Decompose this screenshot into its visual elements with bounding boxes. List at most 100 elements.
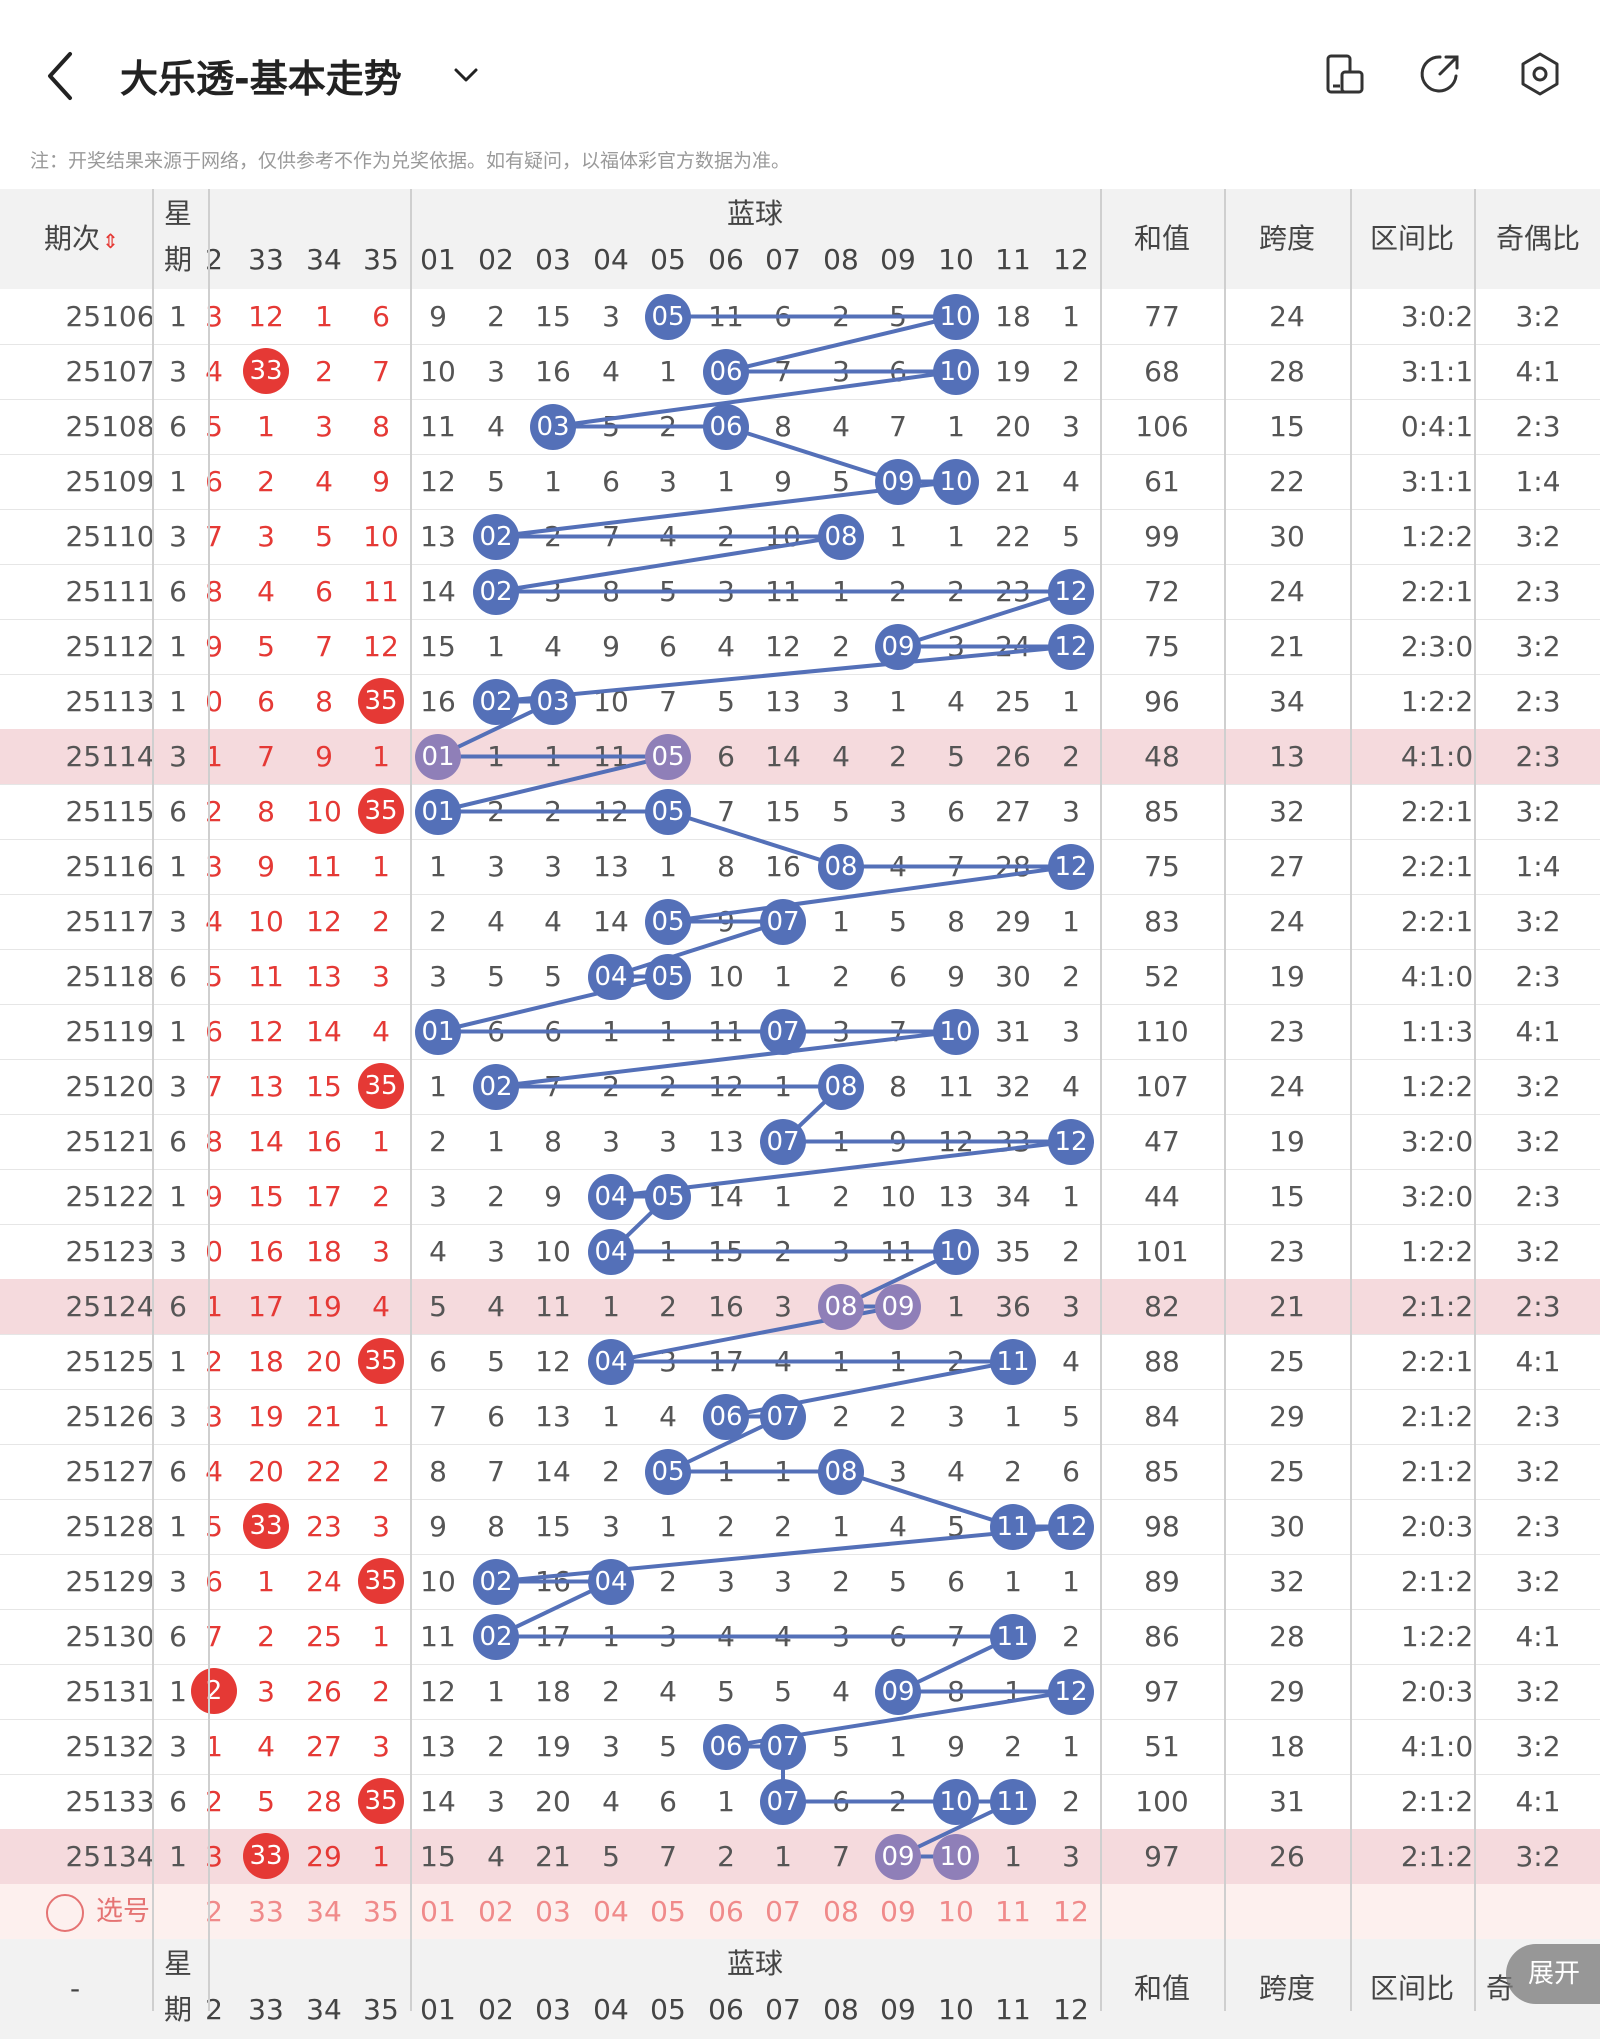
blue-miss-count: 3	[659, 465, 677, 498]
blue-miss-count: 3	[832, 685, 850, 718]
span-value: 28	[1269, 355, 1305, 388]
select-number-button[interactable]: 选号	[46, 1892, 150, 1932]
issue-number: 25128	[65, 1510, 155, 1543]
row-divider	[0, 1444, 1600, 1445]
issue-number: 25118	[65, 960, 155, 993]
row-divider	[0, 564, 1600, 565]
blue-col-header: 01	[420, 243, 456, 276]
blue-miss-count: 1	[544, 465, 562, 498]
blue-ball: 04	[588, 1228, 634, 1275]
blue-miss-count: 19	[535, 1730, 571, 1763]
sum-value: 100	[1135, 1785, 1189, 1818]
blue-miss-count: 1	[1004, 1840, 1022, 1873]
span-value: 32	[1269, 1565, 1305, 1598]
blue-miss-count: 5	[717, 685, 735, 718]
range-ratio-value: 1:2:2	[1400, 520, 1474, 553]
blue-miss-count: 10	[535, 1235, 571, 1268]
blue-miss-count: 3	[487, 850, 505, 883]
trend-segment	[437, 754, 669, 814]
front-miss-count: 26	[306, 1675, 342, 1708]
span-value: 22	[1269, 465, 1305, 498]
weekday: 6	[169, 575, 187, 608]
sum-value: 98	[1144, 1510, 1180, 1543]
span-value: 28	[1269, 1620, 1305, 1653]
blue-miss-count: 30	[995, 960, 1031, 993]
blue-miss-count: 1	[832, 1510, 850, 1543]
blue-ball: 05	[645, 953, 691, 1000]
back-icon[interactable]	[40, 46, 80, 106]
footer-front-col: 33	[248, 1993, 284, 2026]
blue-miss-count: 4	[832, 740, 850, 773]
blue-miss-count: 4	[429, 1235, 447, 1268]
front-miss-count: 27	[306, 1730, 342, 1763]
sum-header: 和值	[1133, 222, 1190, 255]
front-miss-count: 11	[363, 575, 399, 608]
blue-miss-count: 20	[535, 1785, 571, 1818]
blue-miss-count: 6	[717, 740, 735, 773]
blue-ball: 10	[933, 1008, 979, 1055]
blue-ball: 04	[588, 953, 634, 1000]
trend-segment	[725, 424, 899, 484]
blue-ball: 02	[473, 678, 519, 725]
blue-miss-count: 3	[602, 1510, 620, 1543]
front-col-header: 35	[363, 243, 399, 276]
sum-value: 75	[1144, 850, 1180, 883]
issue-header[interactable]: 期次 ⇕	[44, 211, 154, 267]
blue-miss-count: 6	[429, 1345, 447, 1378]
blue-miss-count: 5	[717, 1675, 735, 1708]
share-icon[interactable]	[1416, 50, 1464, 98]
front-miss-count: 5	[257, 1785, 275, 1818]
expand-button[interactable]: 展开	[1506, 1944, 1600, 2004]
odd-even-value: 3:2	[1515, 1730, 1561, 1763]
blue-ball: 12	[1048, 568, 1094, 615]
blue-miss-count: 9	[774, 465, 792, 498]
blue-ball: 12	[1048, 843, 1094, 890]
blue-col-header: 12	[1053, 243, 1089, 276]
front-miss-count: 14	[248, 1125, 284, 1158]
front-miss-count: 3	[372, 1730, 390, 1763]
column-divider	[1350, 189, 1352, 2011]
blue-miss-count: 6	[889, 960, 907, 993]
odd-even-value: 3:2	[1515, 1455, 1561, 1488]
settings-icon[interactable]	[1516, 50, 1564, 98]
front-miss-count: 3	[372, 960, 390, 993]
blue-ball: 09	[875, 458, 921, 505]
front-miss-count: 11	[248, 960, 284, 993]
span-value: 27	[1269, 850, 1305, 883]
blue-miss-count: 7	[659, 1840, 677, 1873]
row-divider	[0, 1774, 1600, 1775]
issue-number: 25114	[65, 740, 155, 773]
blue-miss-count: 2	[889, 740, 907, 773]
blue-col-header: 05	[650, 243, 686, 276]
blue-miss-count: 22	[995, 520, 1031, 553]
sort-icon[interactable]: ⇕	[102, 229, 119, 253]
display-icon[interactable]	[1320, 50, 1368, 98]
select-blue-number: 03	[535, 1895, 571, 1928]
blue-miss-count: 9	[947, 960, 965, 993]
weekday: 6	[169, 960, 187, 993]
blue-miss-count: 2	[832, 1180, 850, 1213]
front-miss-count: 2	[372, 1455, 390, 1488]
odd-even-value: 3:2	[1515, 520, 1561, 553]
front-miss-count: 13	[306, 960, 342, 993]
blue-miss-count: 4	[544, 905, 562, 938]
issue-number: 25132	[65, 1730, 155, 1763]
blue-miss-count: 18	[535, 1675, 571, 1708]
blue-miss-count: 5	[659, 1730, 677, 1763]
sum-value: 101	[1135, 1235, 1189, 1268]
blue-miss-count: 10	[420, 355, 456, 388]
blue-miss-count: 3	[602, 1125, 620, 1158]
front-miss-count: 2	[372, 1675, 390, 1708]
trend-segment	[725, 314, 957, 374]
blue-miss-count: 4	[947, 1455, 965, 1488]
weekday: 6	[169, 795, 187, 828]
chevron-down-icon[interactable]	[448, 58, 484, 94]
blue-miss-count: 1	[717, 465, 735, 498]
blue-miss-count: 3	[774, 1565, 792, 1598]
page-title[interactable]: 大乐透-基本走势	[120, 57, 402, 101]
blue-ball: 05	[645, 788, 691, 835]
blue-miss-count: 36	[995, 1290, 1031, 1323]
trend-segment	[552, 369, 957, 429]
span-value: 18	[1269, 1730, 1305, 1763]
blue-miss-count: 13	[420, 520, 456, 553]
